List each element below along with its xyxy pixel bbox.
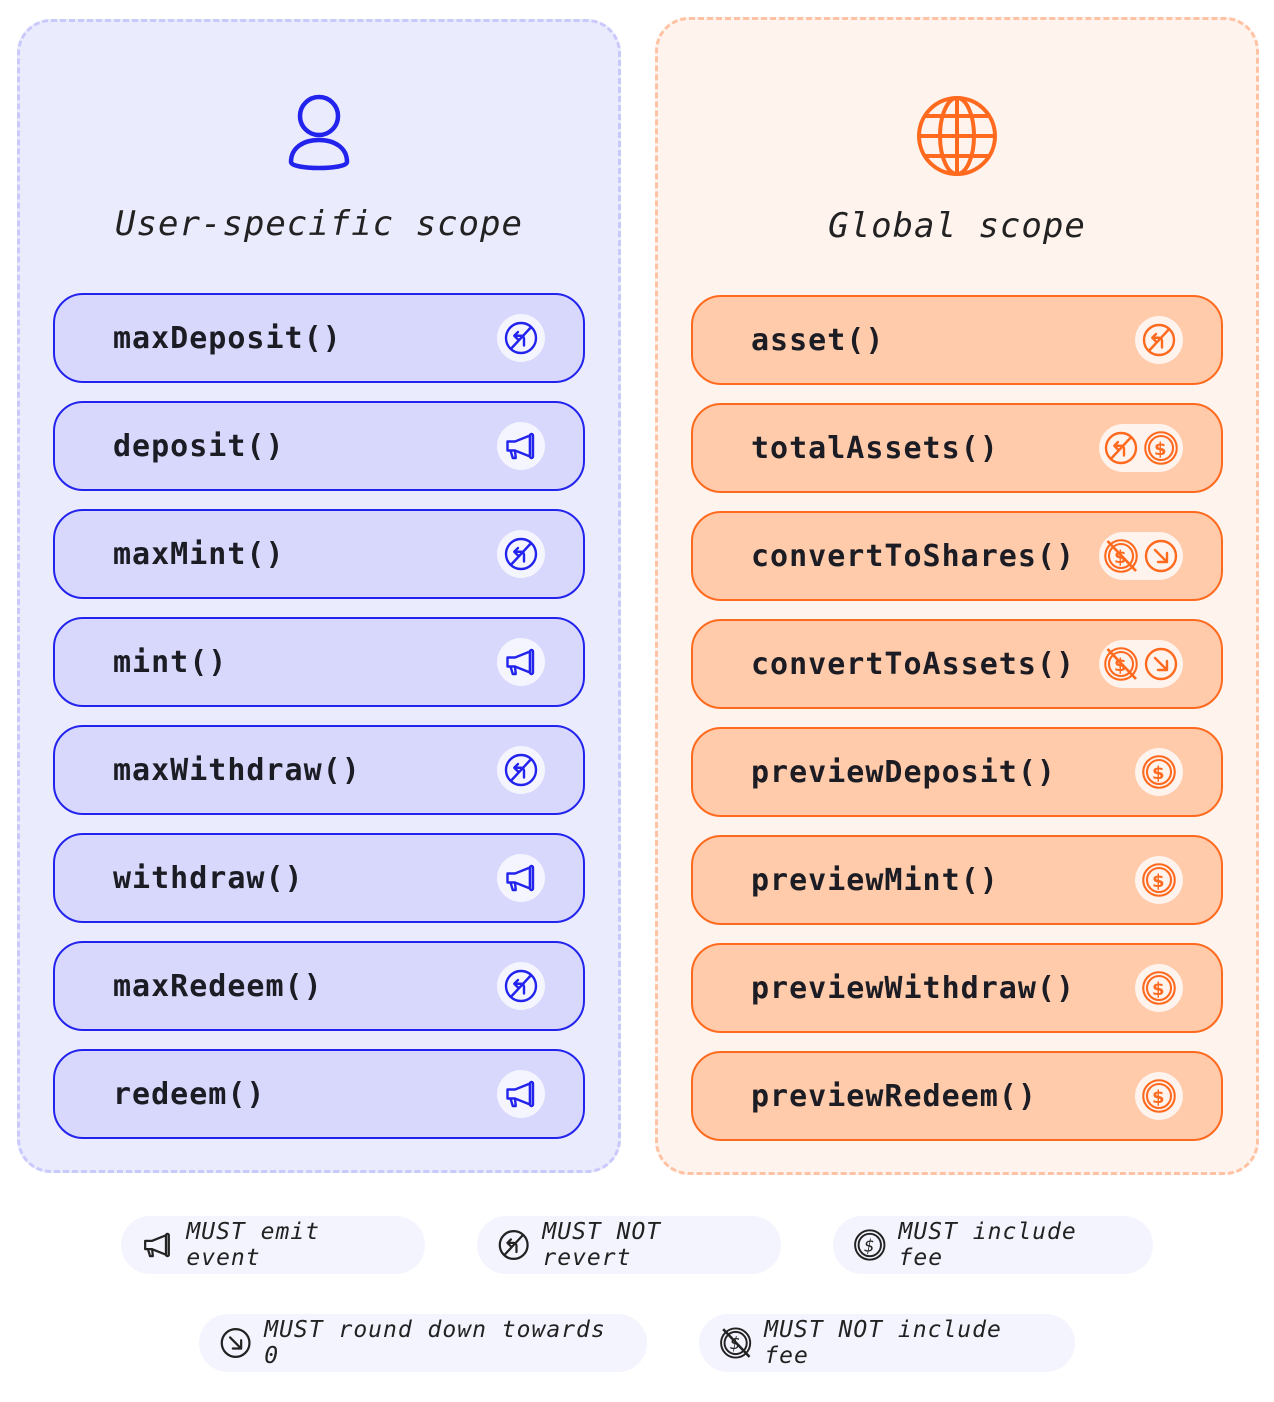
requirement-badge	[1135, 748, 1183, 796]
legend-item: MUST emit event	[121, 1216, 425, 1274]
no-revert-icon	[503, 968, 539, 1004]
function-item: previewMint()	[691, 835, 1223, 925]
globe-icon	[917, 96, 997, 176]
function-item: convertToShares()	[691, 511, 1223, 601]
no-fee-icon	[1103, 538, 1139, 574]
function-item: previewRedeem()	[691, 1051, 1223, 1141]
function-name: convertToShares()	[751, 538, 1076, 574]
function-item: mint()	[53, 617, 585, 707]
requirement-badge	[497, 530, 545, 578]
no-revert-icon	[497, 1228, 530, 1262]
requirement-badge	[1099, 532, 1183, 580]
function-name: maxMint()	[113, 536, 285, 572]
legend-label: MUST NOT revert	[542, 1219, 662, 1271]
function-item: convertToAssets()	[691, 619, 1223, 709]
user-specific-scope-panel: User-specific scope maxDeposit() deposit(…	[17, 19, 621, 1173]
function-item: redeem()	[53, 1049, 585, 1139]
function-name: asset()	[751, 322, 885, 358]
user-icon	[288, 94, 350, 171]
emit-event-icon	[503, 644, 539, 680]
function-item: withdraw()	[53, 833, 585, 923]
function-name: maxDeposit()	[113, 320, 342, 356]
no-revert-icon	[503, 320, 539, 356]
no-fee-icon	[1103, 646, 1139, 682]
function-name: previewDeposit()	[751, 754, 1056, 790]
include-fee-icon	[1141, 970, 1177, 1006]
emit-event-icon	[503, 428, 539, 464]
legend-item: MUST round down towards 0	[199, 1314, 647, 1372]
function-name: mint()	[113, 644, 228, 680]
function-name: redeem()	[113, 1076, 266, 1112]
legend-label: MUST round down towards 0	[264, 1317, 606, 1369]
function-name: maxRedeem()	[113, 968, 323, 1004]
function-item: totalAssets()	[691, 403, 1223, 493]
global-scope-panel: Global scope asset() totalAssets() convert…	[655, 17, 1259, 1175]
no-revert-icon	[1103, 430, 1139, 466]
requirement-badge	[1135, 316, 1183, 364]
legend-item: MUST NOT include fee	[699, 1314, 1075, 1372]
legend-label: MUST include fee	[898, 1219, 1077, 1271]
requirement-badge	[497, 962, 545, 1010]
no-revert-icon	[503, 536, 539, 572]
function-name: previewMint()	[751, 862, 999, 898]
round-down-icon	[219, 1326, 252, 1360]
function-name: withdraw()	[113, 860, 304, 896]
legend-label: MUST NOT include fee	[764, 1317, 1002, 1369]
scope-title: Global scope	[828, 206, 1086, 246]
requirement-badge	[1135, 856, 1183, 904]
function-item: previewDeposit()	[691, 727, 1223, 817]
requirement-badge	[497, 422, 545, 470]
function-list: asset() totalAssets() convertToShares() con…	[691, 295, 1223, 1159]
legend-label: MUST emit event	[186, 1219, 320, 1271]
scope-title: User-specific scope	[115, 204, 523, 244]
requirement-badge	[1135, 964, 1183, 1012]
no-fee-icon	[719, 1326, 752, 1360]
function-list: maxDeposit() deposit() maxMint() mint() maxW…	[53, 293, 585, 1157]
include-fee-icon	[1141, 862, 1177, 898]
requirement-badge	[1099, 424, 1183, 472]
legend-item: MUST include fee	[833, 1216, 1153, 1274]
requirement-badge	[497, 746, 545, 794]
requirement-badge	[497, 314, 545, 362]
round-down-icon	[1143, 538, 1179, 574]
function-item: deposit()	[53, 401, 585, 491]
no-revert-icon	[1141, 322, 1177, 358]
legend-item: MUST NOT revert	[477, 1216, 781, 1274]
function-name: deposit()	[113, 428, 285, 464]
include-fee-icon	[853, 1228, 887, 1262]
function-item: asset()	[691, 295, 1223, 385]
function-name: maxWithdraw()	[113, 752, 361, 788]
requirement-badge	[1135, 1072, 1183, 1120]
emit-event-icon	[141, 1228, 174, 1262]
emit-event-icon	[503, 1076, 539, 1112]
no-revert-icon	[503, 752, 539, 788]
function-item: maxMint()	[53, 509, 585, 599]
function-item: maxRedeem()	[53, 941, 585, 1031]
function-name: totalAssets()	[751, 430, 999, 466]
requirement-badge	[497, 638, 545, 686]
function-name: previewRedeem()	[751, 1078, 1037, 1114]
function-item: previewWithdraw()	[691, 943, 1223, 1033]
function-name: previewWithdraw()	[751, 970, 1076, 1006]
emit-event-icon	[503, 860, 539, 896]
function-name: convertToAssets()	[751, 646, 1076, 682]
function-item: maxDeposit()	[53, 293, 585, 383]
function-item: maxWithdraw()	[53, 725, 585, 815]
include-fee-icon	[1141, 754, 1177, 790]
requirement-badge	[497, 854, 545, 902]
include-fee-icon	[1141, 1078, 1177, 1114]
requirement-badge	[497, 1070, 545, 1118]
include-fee-icon	[1143, 430, 1179, 466]
round-down-icon	[1143, 646, 1179, 682]
requirement-badge	[1099, 640, 1183, 688]
